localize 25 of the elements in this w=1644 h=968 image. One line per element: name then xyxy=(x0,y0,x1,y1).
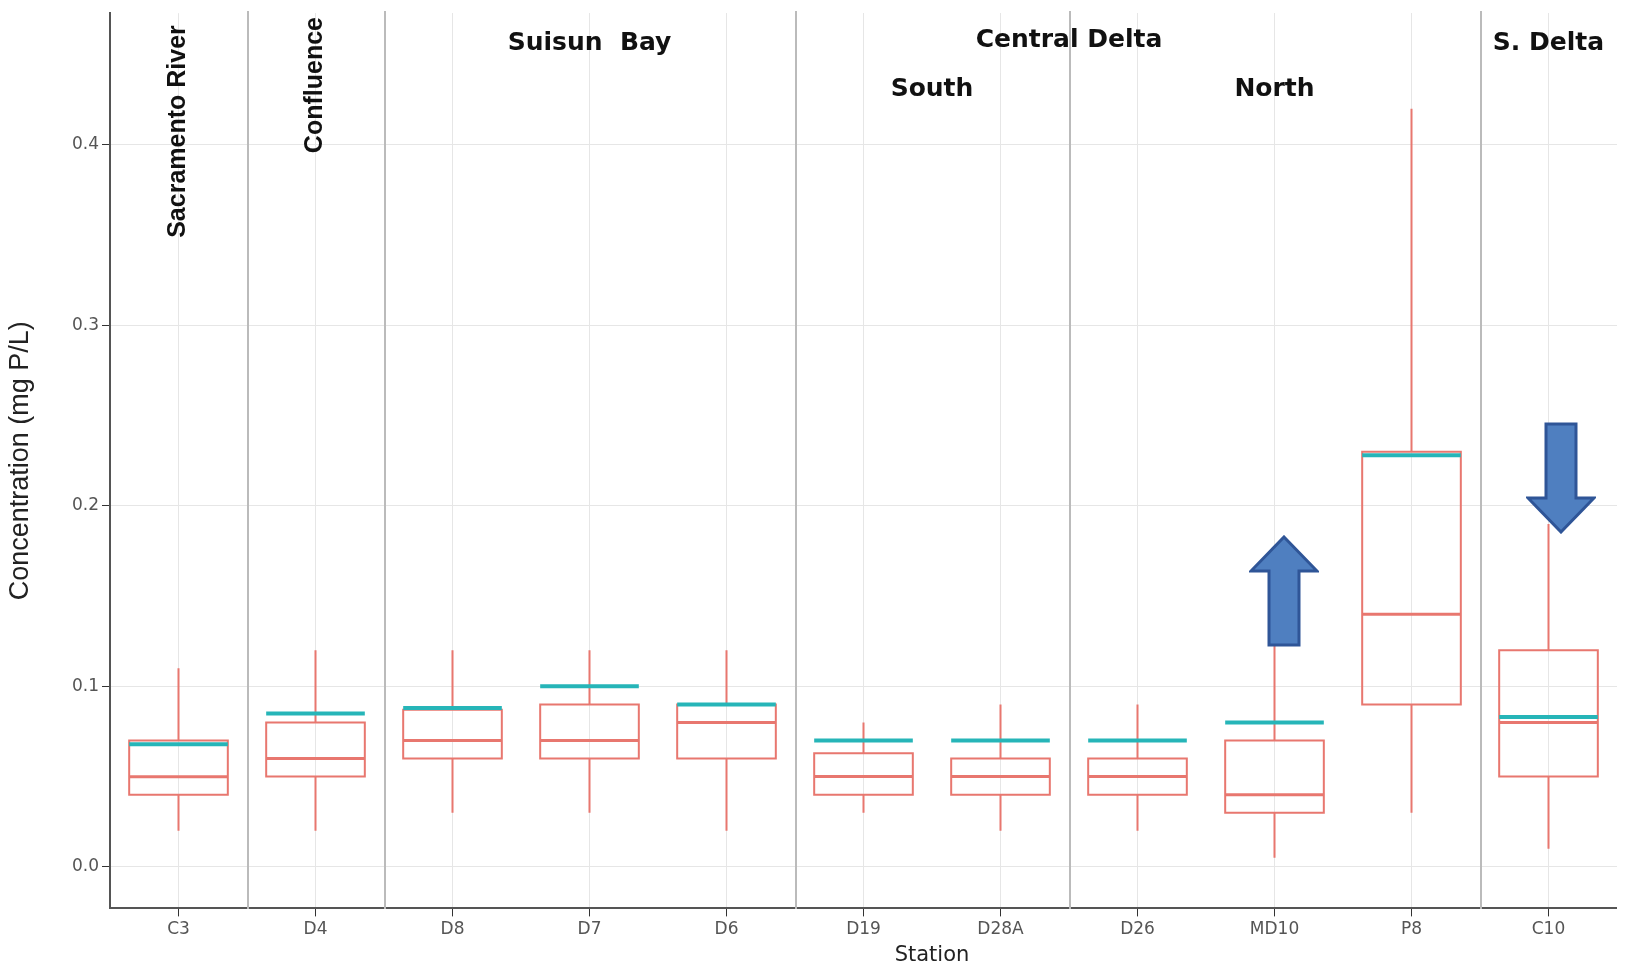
x-tick-label: C10 xyxy=(1531,918,1566,939)
y-tick-label: 0.1 xyxy=(71,674,99,695)
text: Suisun Bay xyxy=(507,27,672,56)
text: Confluence xyxy=(299,16,328,154)
y-tick-label: 0.4 xyxy=(71,133,99,154)
y-axis-title: Concentration (mg P/L) xyxy=(3,321,34,601)
x-tick-label: D28A xyxy=(977,918,1025,939)
x-tick-label: D6 xyxy=(714,918,739,939)
x-tick-label: P8 xyxy=(1400,918,1423,939)
x-tick-label: D8 xyxy=(440,918,465,939)
text: North xyxy=(1234,73,1315,102)
text: S. Delta xyxy=(1492,27,1605,56)
annotation: Central Delta xyxy=(974,24,1164,53)
text: Sacramento River xyxy=(162,24,191,238)
text: South xyxy=(890,73,974,102)
x-tick-label: D4 xyxy=(303,918,328,939)
y-tick-label: 0.2 xyxy=(71,494,99,515)
x-tick-label: D19 xyxy=(846,918,881,939)
x-axis-title: Station xyxy=(894,941,970,966)
x-tick-label: C3 xyxy=(167,918,190,939)
x-tick-label: D7 xyxy=(577,918,602,939)
x-tick-label: MD10 xyxy=(1249,918,1300,939)
y-tick-label: 0.3 xyxy=(71,313,99,334)
y-tick-label: 0.0 xyxy=(71,855,99,876)
x-tick-label: D26 xyxy=(1120,918,1155,939)
